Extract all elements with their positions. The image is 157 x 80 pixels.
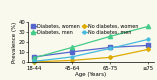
Legend: Diabetes, women, Diabetes, men, No diabetes, women, No diabetes, men: Diabetes, women, Diabetes, men, No diabe… [31,24,138,35]
Diabetes, men [147,26,149,27]
X-axis label: Age (Years): Age (Years) [76,72,107,77]
No diabetes, women [71,60,73,61]
No diabetes, men [33,61,35,62]
Diabetes, women [109,47,111,48]
Diabetes, men [109,36,111,37]
Line: No diabetes, men: No diabetes, men [33,38,149,63]
Line: No diabetes, women: No diabetes, women [33,48,149,63]
No diabetes, women [147,49,149,50]
No diabetes, men [109,48,111,49]
Diabetes, women [71,51,73,52]
No diabetes, women [33,61,35,62]
No diabetes, men [71,56,73,57]
Diabetes, men [33,57,35,58]
No diabetes, men [147,39,149,40]
Diabetes, men [71,47,73,48]
Diabetes, women [33,56,35,57]
Line: Diabetes, women: Diabetes, women [32,44,150,59]
Y-axis label: Prevalence (%): Prevalence (%) [12,22,17,63]
Diabetes, women [147,45,149,46]
No diabetes, women [109,57,111,58]
Line: Diabetes, men: Diabetes, men [32,24,150,60]
